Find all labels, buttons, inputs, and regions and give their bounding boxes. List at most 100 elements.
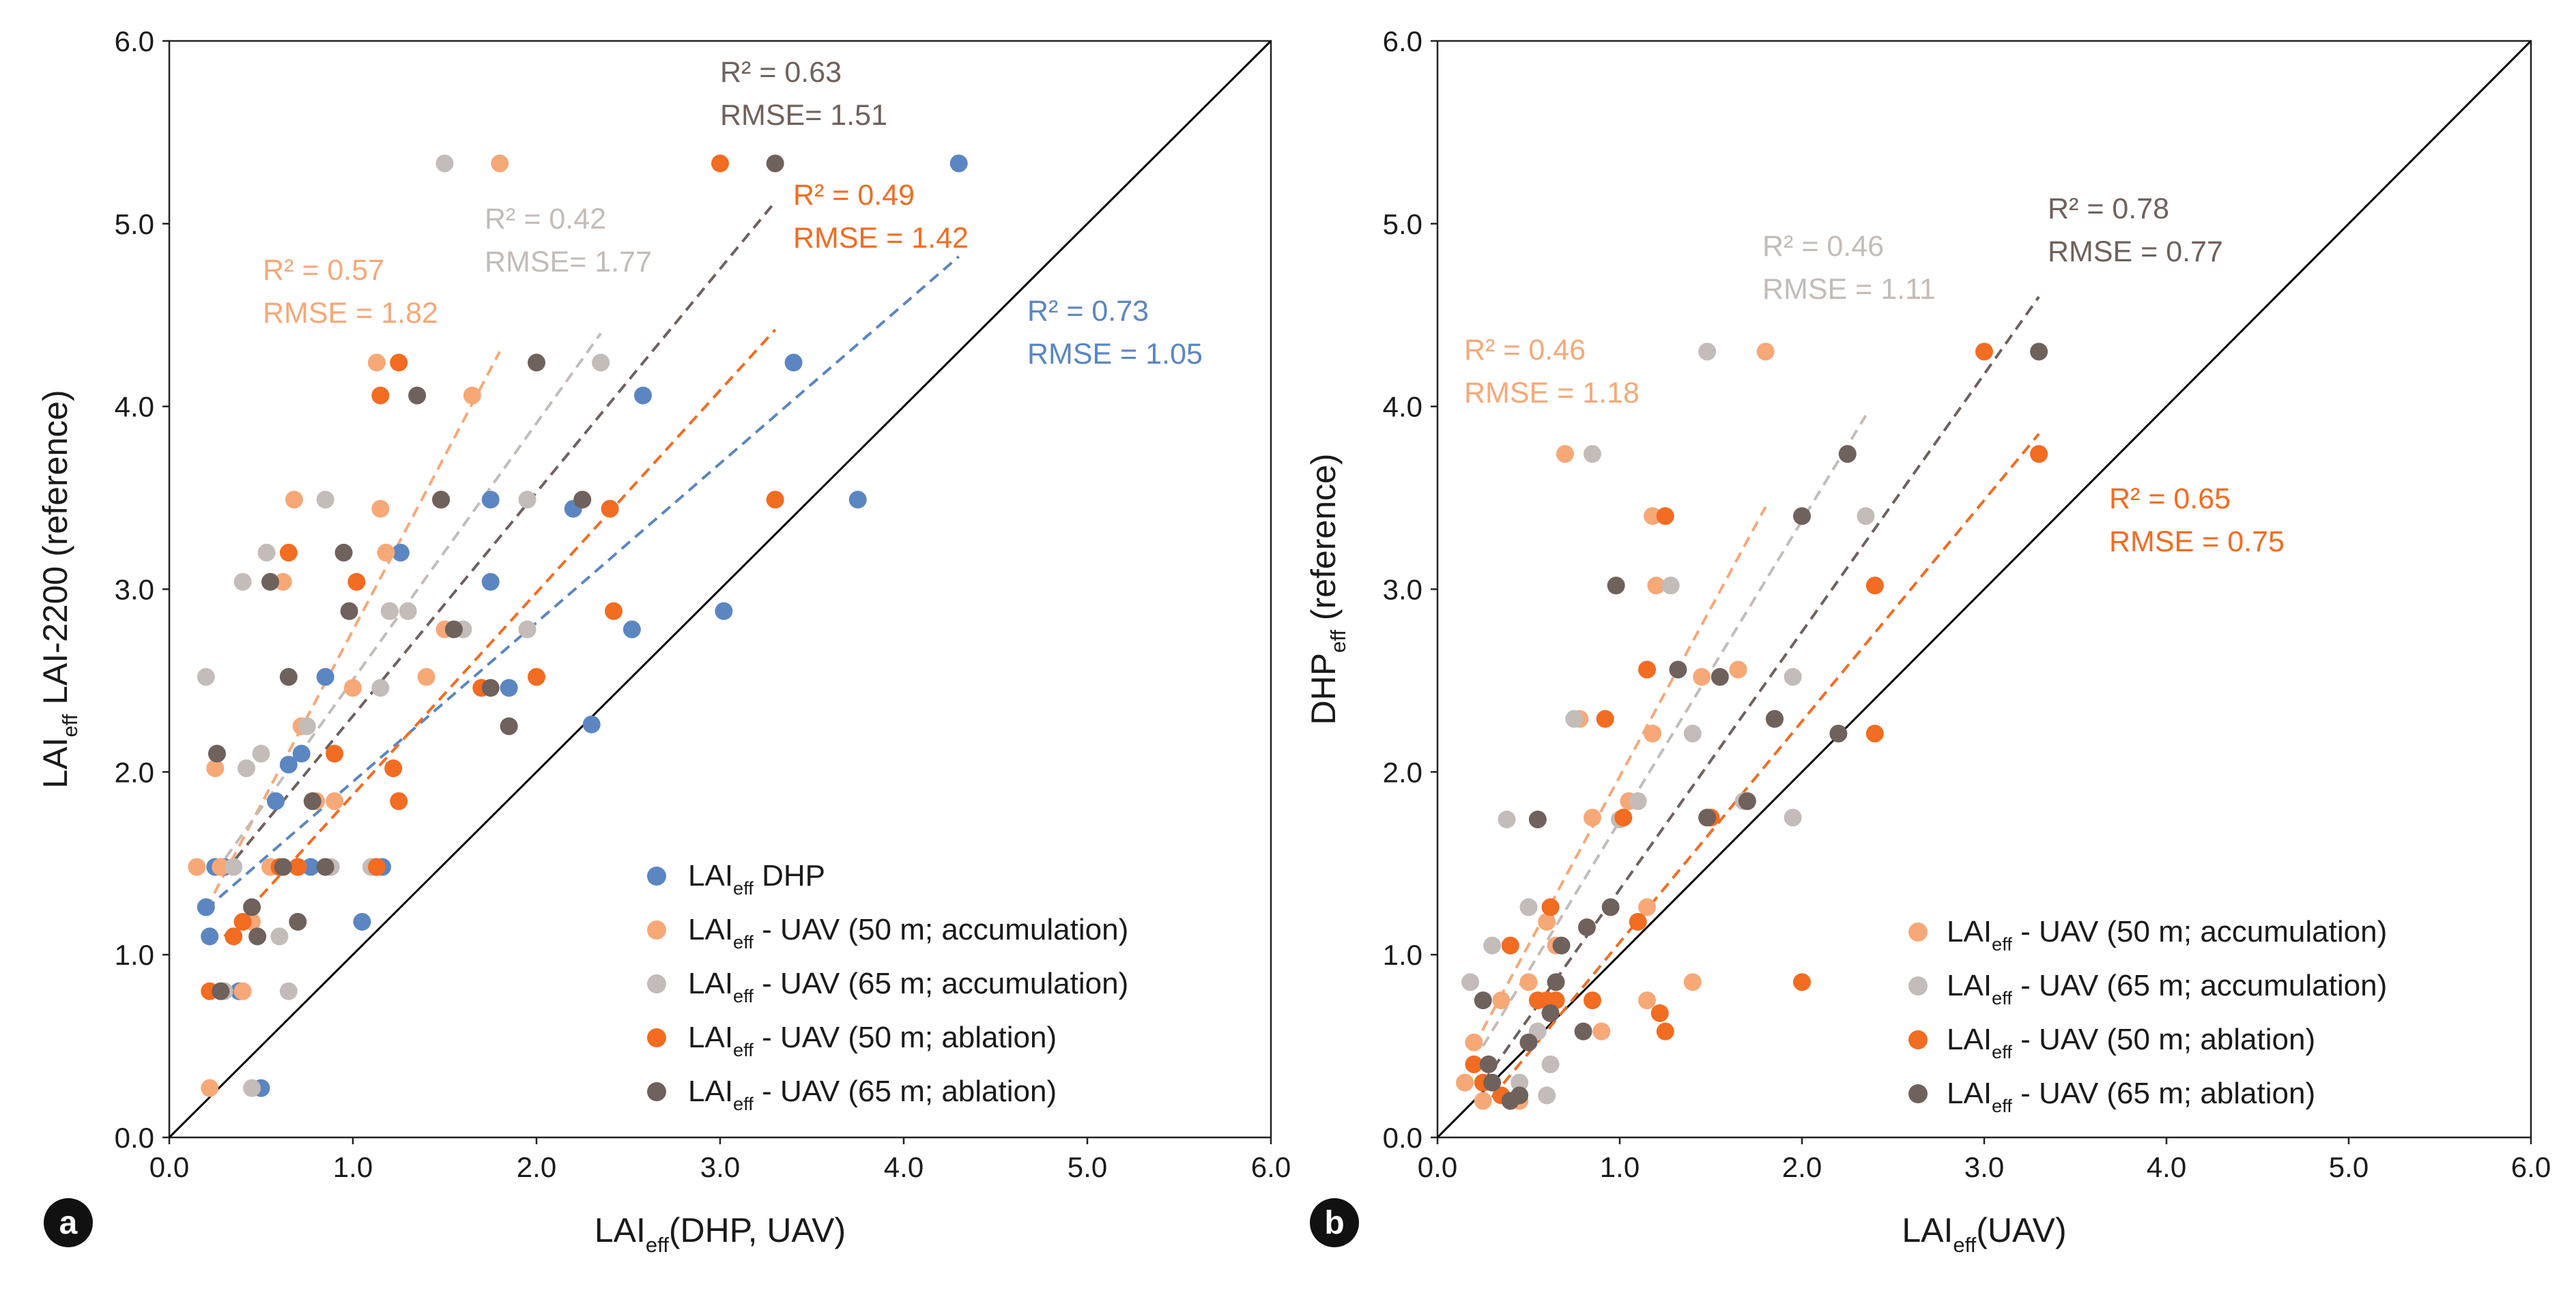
r2-label-uav65abl: R² = 0.63 — [720, 56, 842, 89]
x-tick-label: 0.0 — [149, 1151, 189, 1183]
x-axis-title-sub: eff — [1953, 1233, 1976, 1257]
data-point-uav50abl — [1656, 507, 1674, 525]
legend-label-uav65acc-sub: eff — [733, 985, 754, 1006]
r2-label-uav65acc: R² = 0.42 — [485, 203, 606, 235]
data-point-uav50acc — [1644, 725, 1662, 743]
y-axis-title: DHPeff (reference) — [1304, 454, 1350, 725]
data-point-uav50abl — [1656, 1022, 1674, 1041]
data-point-uav50acc — [1592, 1022, 1611, 1041]
trend-line-uav65abl — [1482, 295, 2040, 1084]
x-tick-label: 6.0 — [1251, 1151, 1291, 1183]
data-point-uav65abl — [1607, 577, 1625, 595]
data-point-uav65abl — [1528, 810, 1547, 828]
data-point-uav65acc — [592, 353, 610, 372]
data-point-uav65abl — [1793, 507, 1811, 525]
panel-label: a — [59, 1205, 78, 1241]
one-to-one-line — [1436, 40, 2532, 1139]
x-axis-title-sub: eff — [646, 1233, 669, 1257]
data-point-uav65abl — [1577, 918, 1596, 936]
x-tick-label: 6.0 — [2511, 1151, 2551, 1183]
data-point-uav50acc — [1638, 898, 1657, 916]
legend-label-uav65abl: LAIeff - UAV (65 m; ablation) — [1947, 1077, 2315, 1116]
r2-label-uav50abl: R² = 0.49 — [793, 179, 915, 212]
r2-label-uav65acc: R² = 0.46 — [1762, 230, 1884, 263]
data-point-uav50acc — [1519, 973, 1538, 991]
legend-label-uav50abl-base: LAI — [688, 1021, 733, 1054]
legend-label-uav50acc-sub: eff — [1992, 933, 2012, 955]
y-axis-title-group: DHPeff (reference) — [1304, 454, 1350, 725]
data-point-uav50abl — [711, 154, 729, 173]
data-point-uav50acc — [1729, 660, 1747, 679]
legend-label-uav50abl-rest: - UAV (50 m; ablation) — [2012, 1023, 2315, 1056]
legend-marker-uav50acc — [1908, 922, 1928, 942]
r2-label-uav50acc: R² = 0.57 — [263, 254, 384, 287]
data-point-uav65acc — [1857, 507, 1875, 525]
data-point-uav50abl — [528, 668, 545, 686]
legend-label-uav50abl-sub: eff — [1992, 1041, 2012, 1062]
data-point-uav65abl — [1511, 1086, 1529, 1105]
data-point-uav65abl — [316, 858, 334, 876]
data-point-uav50abl — [1614, 809, 1633, 827]
data-point-uav50abl — [1638, 660, 1657, 679]
legend-label-uav65acc-base: LAI — [688, 967, 733, 1000]
data-point-uav50acc — [1693, 668, 1711, 686]
legend-label-uav50abl-rest: - UAV (50 m; ablation) — [754, 1021, 1057, 1054]
data-point-uav50abl — [604, 602, 622, 620]
trend-line-uav50acc — [1472, 506, 1767, 1047]
data-point-uav50abl — [1583, 991, 1601, 1010]
y-tick-label: 1.0 — [115, 939, 154, 971]
data-point-uav65acc — [197, 668, 215, 686]
data-point-uav65abl — [408, 386, 427, 405]
data-point-uav50acc — [206, 759, 225, 777]
legend-label-uav65abl-sub: eff — [1992, 1095, 2012, 1116]
y-axis-title-sub: eff — [1326, 630, 1350, 653]
x-tick-label: 5.0 — [1068, 1151, 1107, 1183]
legend-label-uav65acc: LAIeff - UAV (65 m; accumulation) — [688, 967, 1128, 1006]
data-point-uav65acc — [1483, 936, 1502, 955]
data-point-uav50abl — [2030, 445, 2048, 463]
data-point-uav65abl — [432, 491, 450, 509]
legend-label-uav65abl-base: LAI — [688, 1075, 733, 1108]
data-point-uav50acc — [1492, 991, 1511, 1010]
r2-label-dhp: R² = 0.73 — [1027, 295, 1149, 328]
y-tick-label: 5.0 — [1383, 208, 1422, 240]
data-point-uav65acc — [298, 717, 316, 736]
data-point-uav65abl — [444, 620, 463, 639]
data-point-uav50abl — [1793, 973, 1811, 991]
legend-label-uav50abl-sub: eff — [733, 1039, 754, 1060]
legend-marker-uav65abl — [647, 1082, 666, 1101]
data-point-uav65acc — [1698, 343, 1717, 361]
data-point-uav50acc — [1474, 1092, 1492, 1110]
rmse-label-uav50abl: RMSE = 0.75 — [2109, 525, 2285, 558]
y-tick-label: 6.0 — [1383, 25, 1422, 57]
data-point-uav50abl — [371, 386, 390, 405]
data-point-uav65abl — [289, 912, 307, 931]
x-tick-label: 2.0 — [1782, 1151, 1822, 1183]
data-point-uav65abl — [1547, 973, 1565, 991]
data-point-uav65acc — [1784, 809, 1802, 827]
r2-label-uav50abl: R² = 0.65 — [2109, 482, 2231, 515]
legend-label-dhp-rest: DHP — [754, 859, 825, 892]
legend-label-uav50acc: LAIeff - UAV (50 m; accumulation) — [688, 913, 1128, 953]
data-point-uav65acc — [399, 602, 417, 620]
data-point-dhp — [292, 744, 311, 763]
data-point-uav50acc — [1583, 809, 1601, 827]
data-point-uav65abl — [1669, 660, 1687, 679]
rmse-label-uav65abl: RMSE= 1.51 — [720, 99, 887, 132]
data-point-uav65acc — [518, 620, 536, 639]
data-point-uav65acc — [1683, 725, 1702, 743]
data-point-uav50acc — [417, 668, 435, 686]
y-axis-title-rest: LAI-2200 (reference) — [36, 390, 74, 714]
data-point-uav65acc — [1784, 668, 1802, 686]
data-point-uav65abl — [1519, 1033, 1538, 1051]
data-point-uav50acc — [1644, 507, 1662, 525]
y-axis-title-sub: eff — [58, 714, 82, 737]
data-point-uav65abl — [500, 717, 518, 736]
legend-marker-uav50acc — [647, 920, 666, 940]
x-tick-label: 2.0 — [517, 1151, 556, 1183]
legend-label-uav65abl-rest: - UAV (65 m; ablation) — [2012, 1077, 2315, 1110]
data-point-uav65abl — [1765, 710, 1784, 728]
data-point-uav65acc — [243, 1079, 261, 1097]
data-point-uav65acc — [1461, 973, 1480, 991]
data-point-uav50acc — [367, 353, 386, 372]
